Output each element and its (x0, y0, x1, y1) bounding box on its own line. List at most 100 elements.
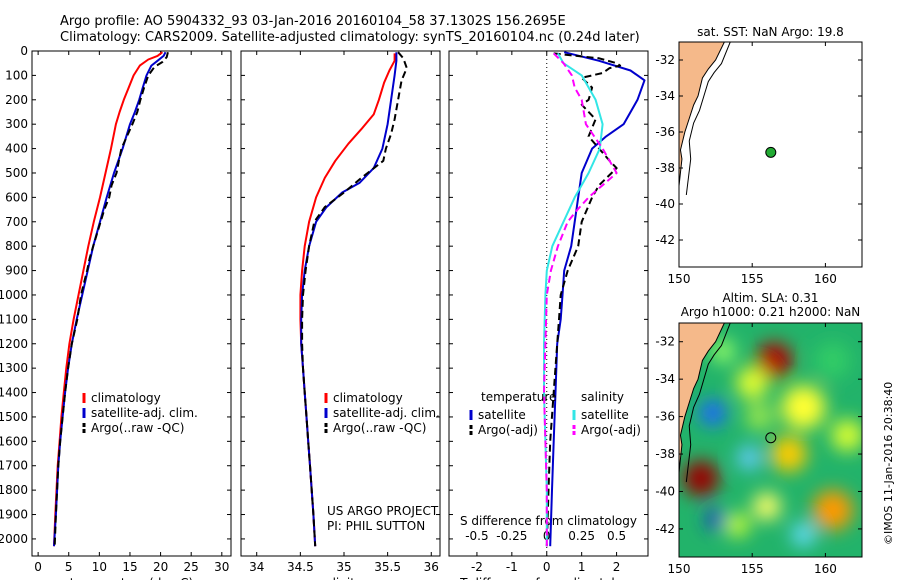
sst-map: 150 155 160 -32 -34 -36 -38 -40 -42 sat. SST: NaN… (655, 25, 863, 286)
x-tick-label: 1 (578, 560, 586, 574)
title-line-2: Climatology: CARS2009. Satellite-adjuste… (60, 30, 640, 45)
x-tick-label: 20 (153, 560, 168, 574)
legend-label: satellite (478, 408, 526, 422)
sla-field (682, 339, 862, 547)
sla-blob (831, 419, 862, 452)
sla-blob (812, 490, 853, 531)
legend-label: satellite-adj. clim. (91, 406, 198, 420)
x-tick-label: 10 (92, 560, 107, 574)
float-marker (765, 146, 777, 158)
sla-blob (814, 342, 851, 379)
x-tick-label: 2 (613, 560, 621, 574)
sla-blob (682, 460, 719, 497)
depth-tick-label: 1600 (0, 434, 28, 448)
s-tick-label: -0.25 (496, 529, 527, 543)
panel-frame (240, 50, 441, 557)
land (679, 323, 725, 474)
x-tick-label: 15 (122, 560, 137, 574)
depth-tick-label: 1300 (0, 361, 28, 375)
sla-blob (770, 436, 807, 473)
legend-title: salinity (581, 390, 624, 404)
depth-tick-label: 1000 (0, 288, 28, 302)
map-x-tick-label: 150 (668, 272, 691, 286)
panel-frame (31, 50, 232, 557)
map-content (679, 323, 862, 557)
depth-tick-label: 100 (5, 68, 28, 82)
depth-tick-label: 2000 (0, 532, 28, 546)
depth-tick-label: 500 (5, 166, 28, 180)
legend-label: climatology (333, 391, 403, 405)
sla-blob (752, 492, 781, 521)
legend-label: satellite-adj. clim. (333, 406, 440, 420)
annotation-text: PI: PHIL SUTTON (327, 519, 425, 533)
depth-tick-label: 800 (5, 239, 28, 253)
land (679, 42, 725, 187)
sla-blob (756, 342, 793, 379)
series-line-argo-raw-qc- (301, 51, 408, 547)
x-tick-label: 35 (336, 560, 351, 574)
sla-blob (699, 399, 726, 426)
depth-tick-label: 300 (5, 117, 28, 131)
depth-tick-label: 1200 (0, 337, 28, 351)
map-title-line-2: Argo h1000: 0.21 h2000: NaN (681, 305, 861, 319)
legend-label: Argo(..raw -QC) (333, 421, 426, 435)
sla-blob (710, 339, 735, 364)
x-tick-label: 35.5 (374, 560, 401, 574)
map-title-line-1: Altim. SLA: 0.31 (722, 291, 818, 305)
depth-tick-label: 200 (5, 93, 28, 107)
sla-blob (781, 385, 826, 430)
x-tick-label: -1 (506, 560, 518, 574)
s-tick-label: 0.5 (607, 529, 626, 543)
profile-panel-1: 0100200300400500600700800900100011001200… (0, 44, 232, 580)
s-tick-label: 0.25 (568, 529, 595, 543)
legend-label: Argo(-adj) (478, 423, 538, 437)
legend-label: Argo(-adj) (581, 423, 641, 437)
x-tick-label: 34.5 (287, 560, 314, 574)
map-x-tick-label: 155 (741, 272, 764, 286)
depth-tick-label: 0 (20, 44, 28, 58)
legend-label: climatology (91, 391, 161, 405)
map-frame (678, 41, 863, 268)
map-y-tick-label: -40 (655, 484, 675, 498)
map-y-tick-label: -40 (655, 197, 675, 211)
shelf-contour (685, 323, 731, 483)
depth-tick-label: 1900 (0, 508, 28, 522)
map-y-tick-label: -36 (655, 410, 675, 424)
title-line-1: Argo profile: AO 5904332_93 03-Jan-2016 … (60, 14, 566, 29)
x-tick-label: 5 (65, 560, 73, 574)
series-line-argo-raw-qc- (53, 51, 169, 547)
legend-label: Argo(..raw -QC) (91, 421, 184, 435)
x-tick-label: 30 (214, 560, 229, 574)
float-marker (765, 432, 777, 444)
map-y-tick-label: -36 (655, 125, 675, 139)
sla-blob (736, 366, 769, 399)
sla-blob (705, 509, 726, 530)
shelf-contour (685, 42, 731, 196)
depth-tick-label: 600 (5, 190, 28, 204)
depth-tick-label: 1100 (0, 312, 28, 326)
x-axis-label: temperature (deg C) (70, 576, 193, 580)
x-tick-label: 34 (249, 560, 264, 574)
legend-label: satellite (581, 408, 629, 422)
x-axis-label: salinity (319, 576, 362, 580)
s-tick-label: -0.5 (465, 529, 488, 543)
sla-blob (725, 513, 750, 538)
sla-blob (737, 445, 762, 470)
sla-blob (745, 402, 774, 431)
depth-tick-label: 1800 (0, 483, 28, 497)
x-tick-label: 36 (424, 560, 439, 574)
map-y-tick-label: -38 (655, 447, 675, 461)
map-y-tick-label: -32 (655, 53, 675, 67)
map-x-tick-label: 155 (741, 562, 764, 576)
map-y-tick-label: -38 (655, 161, 675, 175)
profile-panel-3: -2 -1 0 1 2 T difference from climatology S di… (448, 50, 649, 580)
profile-panel-2: 34 34.5 35 35.5 36 salinity climatologysatelli… (240, 50, 441, 580)
altimetry-map: 150 155 160 -32 -34 -36 -38 -40 -42 Altim. SLA: 0… (655, 291, 863, 576)
map-y-tick-label: -42 (655, 522, 675, 536)
depth-tick-label: 1400 (0, 386, 28, 400)
x-axis-label: T difference from climatology (459, 576, 637, 580)
legend-title: temperature (481, 390, 556, 404)
x-tick-label: -2 (471, 560, 483, 574)
sla-blob (791, 522, 816, 547)
